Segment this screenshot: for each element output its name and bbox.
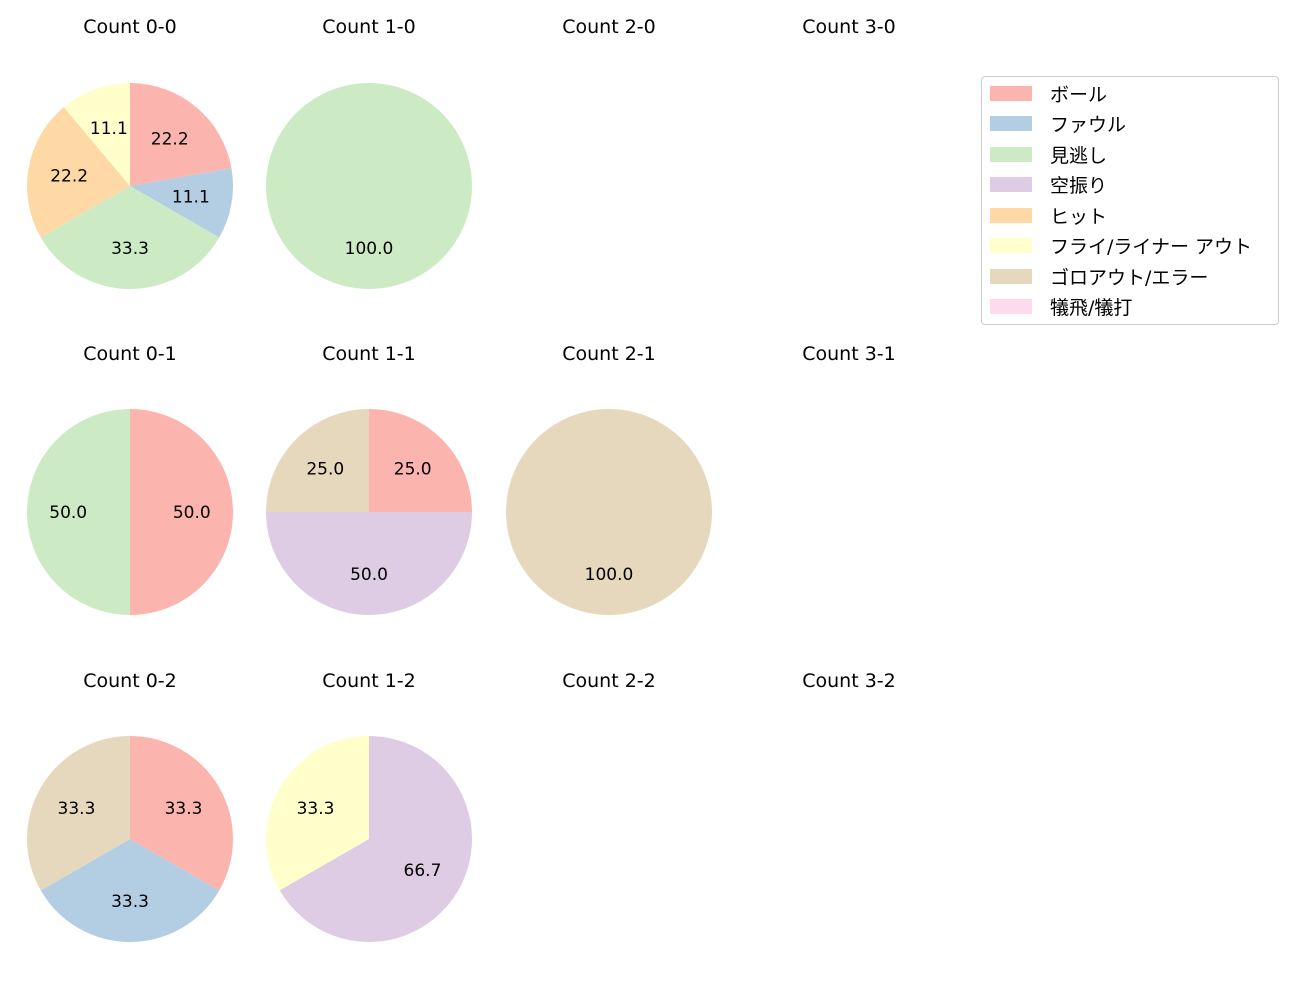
pie-title: Count 3-0 (802, 16, 896, 38)
slice-label: 33.3 (297, 799, 335, 819)
slice-label: 50.0 (49, 503, 87, 523)
slice-label: 33.3 (58, 799, 96, 819)
slice-label: 33.3 (165, 799, 203, 819)
pie-title: Count 2-1 (562, 343, 656, 365)
legend-item: フライ/ライナー アウト (990, 236, 1252, 258)
pie-slice (27, 107, 130, 238)
pie-slice (40, 839, 220, 942)
pie-slice (266, 736, 369, 891)
pie-slice (63, 83, 130, 186)
legend-item: 空振り (990, 175, 1107, 197)
slice-label: 100.0 (345, 239, 394, 259)
pie-slice (369, 409, 472, 512)
pie-title: Count 2-0 (562, 16, 656, 38)
legend-swatch (990, 177, 1032, 192)
slice-label: 50.0 (173, 503, 211, 523)
slice-label: 33.3 (111, 239, 149, 259)
legend-label: 犠飛/犠打 (1050, 297, 1133, 319)
pie-title: Count 1-0 (322, 16, 416, 38)
legend-label: ファウル (1050, 114, 1127, 136)
slice-label: 50.0 (350, 565, 388, 585)
legend-swatch (990, 116, 1032, 131)
pie-title: Count 3-2 (802, 670, 896, 692)
pie-slice (266, 83, 472, 289)
legend-swatch (990, 268, 1032, 284)
legend-label: ゴロアウト/エラー (1050, 266, 1209, 289)
pie-title: Count 0-0 (83, 16, 177, 38)
pie-title: Count 0-2 (83, 670, 177, 692)
slice-label: 25.0 (394, 459, 432, 479)
legend-item: 見逃し (990, 144, 1107, 167)
slice-label: 100.0 (585, 565, 634, 585)
pie-title: Count 3-1 (802, 343, 896, 365)
slice-label: 11.1 (90, 119, 128, 139)
legend-label: ボール (1050, 83, 1108, 106)
pie-title: Count 0-1 (83, 343, 177, 365)
legend-item: ファウル (990, 114, 1126, 136)
legend-item: ボール (990, 83, 1107, 106)
pie-slice (266, 512, 472, 615)
slice-label: 66.7 (404, 861, 442, 881)
legend-label: ヒット (1050, 205, 1108, 228)
legend-swatch (990, 299, 1032, 314)
pie-title: Count 2-2 (562, 670, 656, 692)
pie-title: Count 1-1 (322, 343, 416, 365)
pie-slice (130, 83, 232, 186)
pie-slice (40, 186, 220, 289)
legend-swatch (990, 238, 1032, 253)
legend-item: ゴロアウト/エラー (990, 266, 1208, 289)
legend-swatch (990, 207, 1032, 223)
legend: ボールファウル見逃し空振りヒットフライ/ライナー アウト ゴロアウト/エラー 犠飛/… (981, 76, 1279, 325)
pie-title: Count 1-2 (322, 670, 416, 692)
legend-label: 見逃し (1050, 144, 1108, 167)
slice-label: 33.3 (111, 892, 149, 912)
slice-label: 22.2 (151, 130, 189, 150)
legend-item: ヒット (990, 205, 1107, 228)
legend-label: フライ/ライナー アウト (1050, 236, 1253, 258)
slice-label: 22.2 (50, 166, 88, 186)
pie-slice (27, 736, 130, 891)
slice-label: 11.1 (172, 188, 210, 208)
pie-slice (279, 736, 473, 942)
pie-slice (506, 409, 712, 615)
legend-swatch (990, 146, 1032, 162)
slice-label: 25.0 (306, 459, 344, 479)
legend-item: 犠飛/犠打 (990, 297, 1132, 319)
legend-label: 空振り (1050, 175, 1108, 197)
pie-slice (130, 736, 233, 891)
pie-slice (266, 409, 369, 512)
pie-slice (130, 409, 233, 615)
pie-slice (27, 409, 130, 615)
pie-slice (130, 168, 233, 238)
legend-swatch (990, 85, 1032, 101)
